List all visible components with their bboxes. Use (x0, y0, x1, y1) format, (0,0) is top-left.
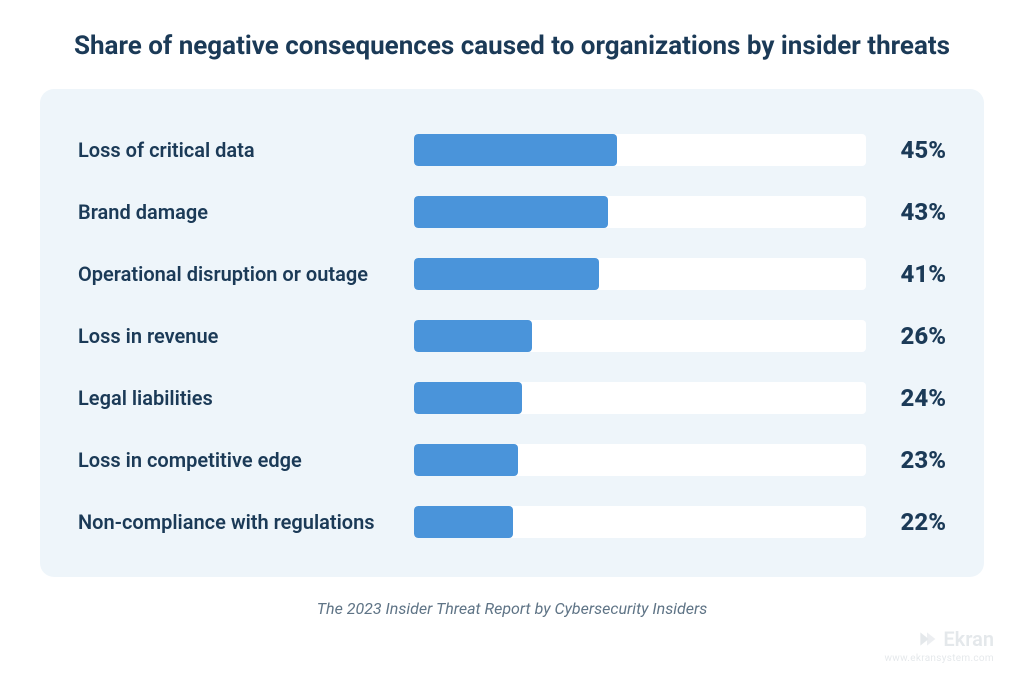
bar-label: Loss of critical data (78, 138, 414, 162)
bar-row: Operational disruption or outage 41% (78, 243, 946, 305)
chart-container: Share of negative consequences caused to… (0, 0, 1024, 680)
bar-value: 26% (866, 322, 946, 350)
bar-row: Loss of critical data 45% (78, 119, 946, 181)
bar-row: Loss in competitive edge 23% (78, 429, 946, 491)
chart-title: Share of negative consequences caused to… (36, 30, 988, 63)
bar-track (414, 196, 866, 228)
bar-value: 22% (866, 508, 946, 536)
bar-label: Legal liabilities (78, 386, 414, 410)
bar-value: 23% (866, 446, 946, 474)
bar-value: 41% (866, 260, 946, 288)
bar-value: 43% (866, 198, 946, 226)
bar-fill (414, 134, 617, 166)
bar-track (414, 382, 866, 414)
bar-fill (414, 320, 532, 352)
bar-row: Legal liabilities 24% (78, 367, 946, 429)
bar-label: Operational disruption or outage (78, 262, 414, 286)
bar-value: 45% (866, 136, 946, 164)
bar-label: Loss in competitive edge (78, 448, 414, 472)
bar-track (414, 506, 866, 538)
chart-panel: Loss of critical data 45% Brand damage 43% O… (40, 89, 984, 577)
bar-fill (414, 506, 513, 538)
brand-name: Ekran (943, 627, 994, 651)
bar-track (414, 134, 866, 166)
bar-fill (414, 258, 599, 290)
bar-fill (414, 444, 518, 476)
bar-label: Loss in revenue (78, 324, 414, 348)
bar-label: Non-compliance with regulations (78, 510, 414, 534)
bar-track (414, 320, 866, 352)
bar-track (414, 444, 866, 476)
bar-fill (414, 382, 522, 414)
brand-watermark: Ekran www.ekransystem.com (884, 627, 994, 664)
brand-url: www.ekransystem.com (884, 653, 994, 664)
chart-caption: The 2023 Insider Threat Report by Cybers… (36, 599, 988, 618)
bar-track (414, 258, 866, 290)
bar-fill (414, 196, 608, 228)
bar-label: Brand damage (78, 200, 414, 224)
bar-row: Brand damage 43% (78, 181, 946, 243)
bar-row: Loss in revenue 26% (78, 305, 946, 367)
bar-row: Non-compliance with regulations 22% (78, 491, 946, 553)
ekran-logo-icon (917, 629, 937, 649)
bar-value: 24% (866, 384, 946, 412)
